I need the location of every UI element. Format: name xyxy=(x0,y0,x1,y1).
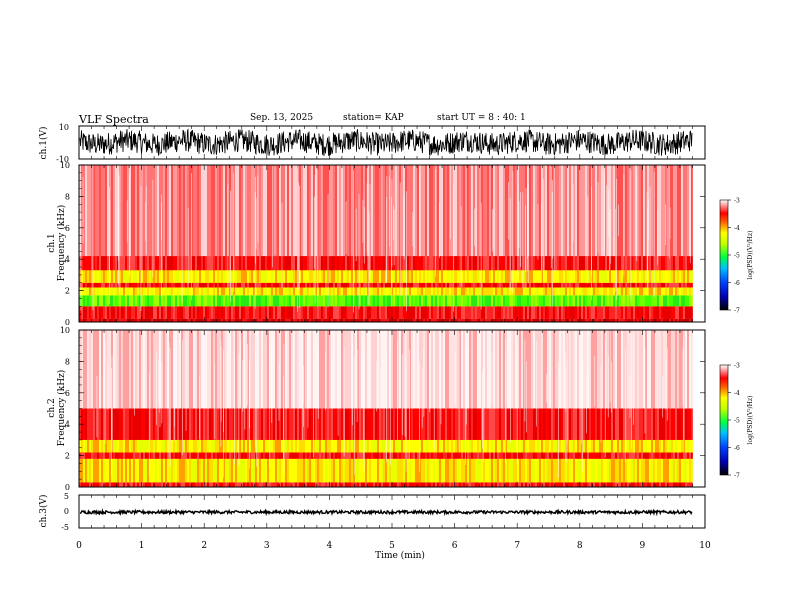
x-tick-label: 1 xyxy=(139,541,145,551)
ch2-spectrogram-image xyxy=(79,330,693,487)
colorbar-tick-label: -7 xyxy=(734,308,740,315)
y-tick-label: 10 xyxy=(60,326,70,335)
header-station: station= KAP xyxy=(343,113,404,123)
y-tick-label: 0 xyxy=(65,318,70,327)
colorbar-tick-label: -5 xyxy=(734,418,740,425)
colorbar-tick-label: -4 xyxy=(734,225,740,232)
y-tick-label: 4 xyxy=(65,420,70,429)
ch1-spectrogram-yticks: 0 2 4 6 8 10 xyxy=(60,161,705,327)
x-tick-label: 6 xyxy=(452,541,458,551)
ch2-frequency-label: Frequency (kHz) xyxy=(56,370,67,447)
ch2-spectrogram-ylabel: ch.2 xyxy=(47,398,57,417)
ch1-ytick-bottom: -10 xyxy=(56,155,69,164)
panel-ch2-spectrogram: ch.2 Frequency (kHz) 0 2 4 6 8 10 -3 -4 -5 -6 -7 … xyxy=(47,326,754,492)
colorbar-tick-label: -6 xyxy=(734,445,740,452)
figure-title: VLF Spectra xyxy=(79,113,149,126)
ch3-waveform-ylabel: ch.3(V) xyxy=(38,495,49,528)
colorbar-tick-label: -5 xyxy=(734,253,740,260)
x-tick-label: 3 xyxy=(264,541,270,551)
ch1-colorbar-label: log(PSD)(V²/Hz) xyxy=(747,231,754,280)
x-axis-tick-labels: 0 1 2 3 4 5 6 7 8 9 10 xyxy=(76,541,711,551)
x-tick-label: 7 xyxy=(514,541,520,551)
y-tick-label: 2 xyxy=(65,287,70,296)
ch1-waveform-ylabel: ch.1(V) xyxy=(38,127,49,160)
colorbar-tick-label: -6 xyxy=(734,280,740,287)
y-tick-label: 6 xyxy=(65,224,70,233)
x-tick-label: 10 xyxy=(699,541,711,551)
y-tick-label: 4 xyxy=(65,255,70,264)
ch3-ytick-bottom: -5 xyxy=(61,523,69,532)
ch3-waveform-trace xyxy=(79,508,693,517)
colorbar-tick-label: -7 xyxy=(734,473,740,480)
x-tick-label: 8 xyxy=(577,541,583,551)
y-tick-label: 8 xyxy=(65,357,70,366)
ch1-frequency-label: Frequency (kHz) xyxy=(56,205,67,282)
ch1-colorbar: -3 -4 -5 -6 -7 log(PSD)(V²/Hz) xyxy=(719,198,754,315)
x-tick-label: 4 xyxy=(327,541,333,551)
colorbar-tick-label: -3 xyxy=(734,363,740,370)
ch1-spectrogram-ylabel: ch.1 xyxy=(47,233,57,252)
ch1-ytick-top: 10 xyxy=(59,123,69,132)
ch2-colorbar: -3 -4 -5 -6 -7 log(PSD)(V²/Hz) xyxy=(719,363,754,480)
y-tick-label: 10 xyxy=(60,161,70,170)
header-start-time: start UT = 8 : 40: 1 xyxy=(437,113,526,123)
y-tick-label: 0 xyxy=(65,483,70,492)
ch1-spectrogram-image xyxy=(79,165,693,322)
colorbar-tick-label: -3 xyxy=(734,198,740,205)
x-axis-ticks xyxy=(78,126,706,528)
x-tick-label: 0 xyxy=(76,541,82,551)
panel-ch1-spectrogram: ch.1 Frequency (kHz) 0 2 4 6 8 10 -3 -4 -5 -6 -7 … xyxy=(47,161,754,327)
header-date: Sep. 13, 2025 xyxy=(250,113,314,123)
x-tick-label: 9 xyxy=(640,541,646,551)
y-tick-label: 8 xyxy=(65,192,70,201)
ch3-ytick-top: 5 xyxy=(64,492,69,501)
x-tick-label: 5 xyxy=(389,541,395,551)
y-tick-label: 2 xyxy=(65,452,70,461)
y-tick-label: 6 xyxy=(65,389,70,398)
ch3-ytick-mid: 0 xyxy=(64,507,69,516)
colorbar-tick-label: -4 xyxy=(734,390,740,397)
panel-ch3-waveform: ch.3(V) 5 0 -5 xyxy=(38,492,706,532)
x-tick-label: 2 xyxy=(201,541,207,551)
ch2-colorbar-label: log(PSD)(V²/Hz) xyxy=(747,396,754,445)
ch1-waveform-trace xyxy=(79,128,693,156)
ch2-spectrogram-yticks: 0 2 4 6 8 10 xyxy=(60,326,705,492)
x-axis-label: Time (min) xyxy=(375,550,425,561)
panel-ch1-waveform: ch.1(V) 10 -10 xyxy=(38,123,706,164)
